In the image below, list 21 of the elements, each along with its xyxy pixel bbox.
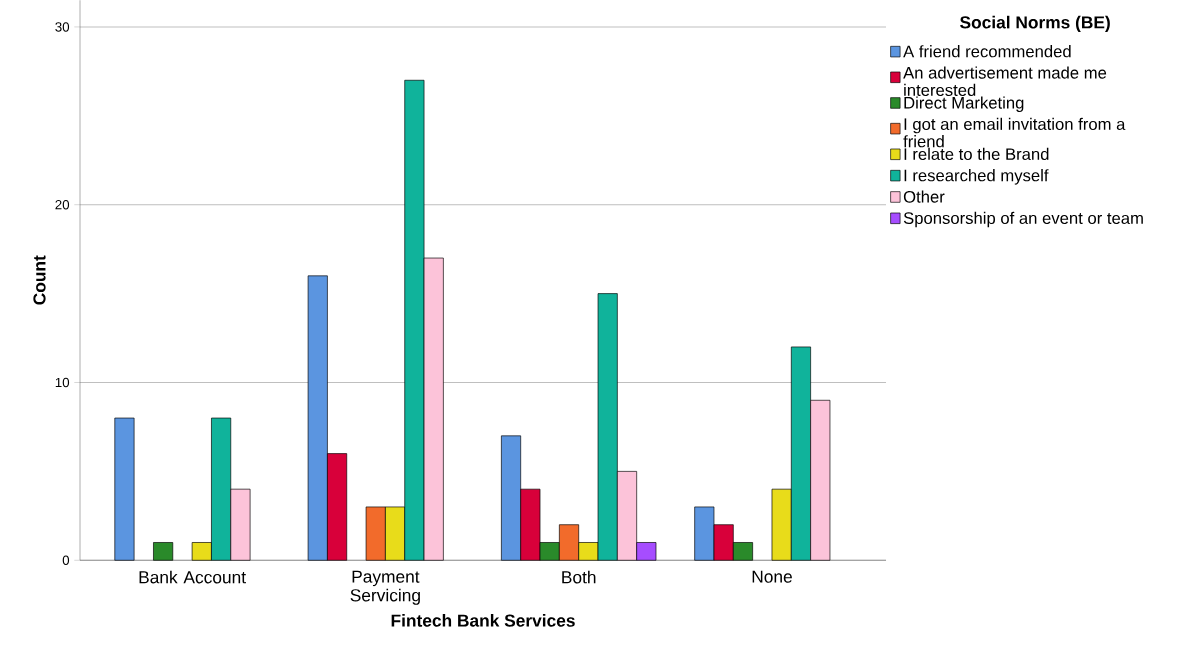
bar bbox=[114, 417, 135, 561]
y-axis-title: Count bbox=[33, 255, 46, 305]
x-axis-title: Fintech Bank Services bbox=[391, 613, 575, 627]
x-tick-label: Bank Account bbox=[139, 570, 246, 584]
legend-label: I got an email invitation from a friend bbox=[903, 117, 1126, 148]
y-tick-label: 30 bbox=[55, 22, 70, 32]
legend-label: A friend recommended bbox=[903, 44, 1071, 58]
bar bbox=[153, 542, 174, 561]
x-tick-label: Both bbox=[562, 570, 596, 584]
legend-label: Direct Marketing bbox=[904, 96, 1024, 112]
y-tick-label: 0 bbox=[62, 555, 70, 565]
x-tick-label: Payment Servicing bbox=[350, 570, 420, 605]
y-tick-label: 10 bbox=[55, 377, 70, 388]
y-tick-label: 20 bbox=[55, 199, 70, 210]
legend-title: Social Norms (BE) bbox=[960, 15, 1110, 32]
legend-label: I researched myself bbox=[904, 168, 1049, 185]
legend-label: Other bbox=[903, 190, 945, 203]
legend-label: I relate to the Brand bbox=[904, 147, 1049, 160]
legend-label: Sponsorship of an event or team bbox=[903, 211, 1143, 228]
legend-label: An advertisement made me interested bbox=[903, 66, 1107, 96]
x-tick-label: None bbox=[752, 570, 792, 583]
